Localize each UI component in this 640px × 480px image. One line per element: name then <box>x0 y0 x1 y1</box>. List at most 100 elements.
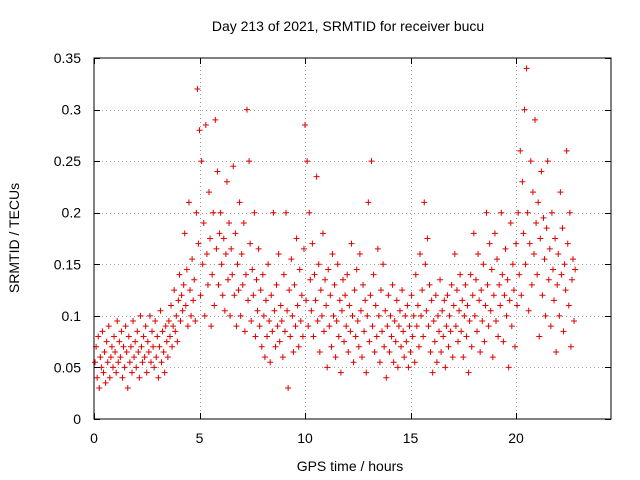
data-point <box>471 312 478 319</box>
data-point <box>233 323 240 330</box>
data-point <box>299 333 306 340</box>
data-point <box>298 292 305 299</box>
data-point <box>139 359 146 366</box>
data-point <box>190 297 197 304</box>
data-point <box>289 312 296 319</box>
data-point <box>500 338 507 345</box>
data-point <box>440 333 447 340</box>
data-point <box>175 297 182 304</box>
data-point <box>191 276 198 283</box>
data-point <box>467 271 474 278</box>
data-point <box>210 209 217 216</box>
data-point <box>529 189 536 196</box>
data-point <box>108 343 115 350</box>
data-point <box>138 343 145 350</box>
data-point <box>475 250 482 257</box>
data-point <box>151 364 158 371</box>
data-point <box>563 147 570 154</box>
data-point <box>257 287 264 294</box>
data-point <box>419 287 426 294</box>
data-point <box>327 292 334 299</box>
data-point <box>245 297 252 304</box>
data-point <box>559 225 566 232</box>
data-point <box>95 333 102 340</box>
data-point <box>246 158 253 165</box>
data-point <box>375 312 382 319</box>
axis-ticks <box>94 58 611 420</box>
data-point <box>370 271 377 278</box>
data-point <box>400 328 407 335</box>
data-point <box>237 312 244 319</box>
data-point <box>509 261 516 268</box>
data-point <box>228 245 235 252</box>
data-point <box>283 209 290 216</box>
data-point <box>207 235 214 242</box>
data-point <box>458 328 465 335</box>
data-point <box>407 348 414 355</box>
data-point <box>211 302 218 309</box>
data-point <box>160 348 167 355</box>
data-point <box>478 287 485 294</box>
data-point <box>383 374 390 381</box>
data-point <box>152 318 159 325</box>
data-point <box>396 307 403 314</box>
y-tick-label: 0.2 <box>62 205 82 221</box>
data-point <box>461 312 468 319</box>
data-point <box>280 271 287 278</box>
data-point <box>308 307 315 314</box>
data-point <box>445 343 452 350</box>
data-point <box>220 235 227 242</box>
data-point <box>216 230 223 237</box>
data-point <box>382 307 389 314</box>
data-point <box>424 235 431 242</box>
data-point <box>208 323 215 330</box>
data-point <box>200 220 207 227</box>
data-point <box>433 359 440 366</box>
data-point <box>351 287 358 294</box>
data-point <box>258 343 265 350</box>
data-point <box>566 209 573 216</box>
data-point <box>278 318 285 325</box>
data-point <box>411 359 418 366</box>
data-point <box>272 343 279 350</box>
data-point <box>119 374 126 381</box>
data-point <box>480 261 487 268</box>
x-axis-label: GPS time / hours <box>297 458 404 474</box>
data-point <box>295 343 302 350</box>
data-point <box>555 250 562 257</box>
data-point <box>292 323 299 330</box>
data-point <box>124 385 131 392</box>
data-point <box>524 209 531 216</box>
data-point <box>544 158 551 165</box>
data-point <box>335 333 342 340</box>
data-point <box>564 240 571 247</box>
data-point <box>443 323 450 330</box>
data-point <box>155 374 162 381</box>
data-point <box>96 385 103 392</box>
data-point <box>331 281 338 288</box>
data-point <box>562 287 569 294</box>
data-point <box>408 292 415 299</box>
data-point <box>137 312 144 319</box>
data-point <box>391 318 398 325</box>
data-point <box>554 281 561 288</box>
data-point <box>536 333 543 340</box>
data-point <box>102 379 109 386</box>
data-point <box>221 307 228 314</box>
data-point <box>161 369 168 376</box>
data-point <box>267 359 274 366</box>
data-point <box>368 158 375 165</box>
data-point <box>177 318 184 325</box>
data-point <box>551 297 558 304</box>
data-point <box>114 318 121 325</box>
data-point <box>218 261 225 268</box>
data-point <box>336 297 343 304</box>
data-point <box>266 318 273 325</box>
data-point <box>469 292 476 299</box>
data-point <box>439 307 446 314</box>
data-point <box>291 281 298 288</box>
data-point <box>243 106 250 113</box>
data-point <box>572 266 579 273</box>
data-point <box>332 354 339 361</box>
